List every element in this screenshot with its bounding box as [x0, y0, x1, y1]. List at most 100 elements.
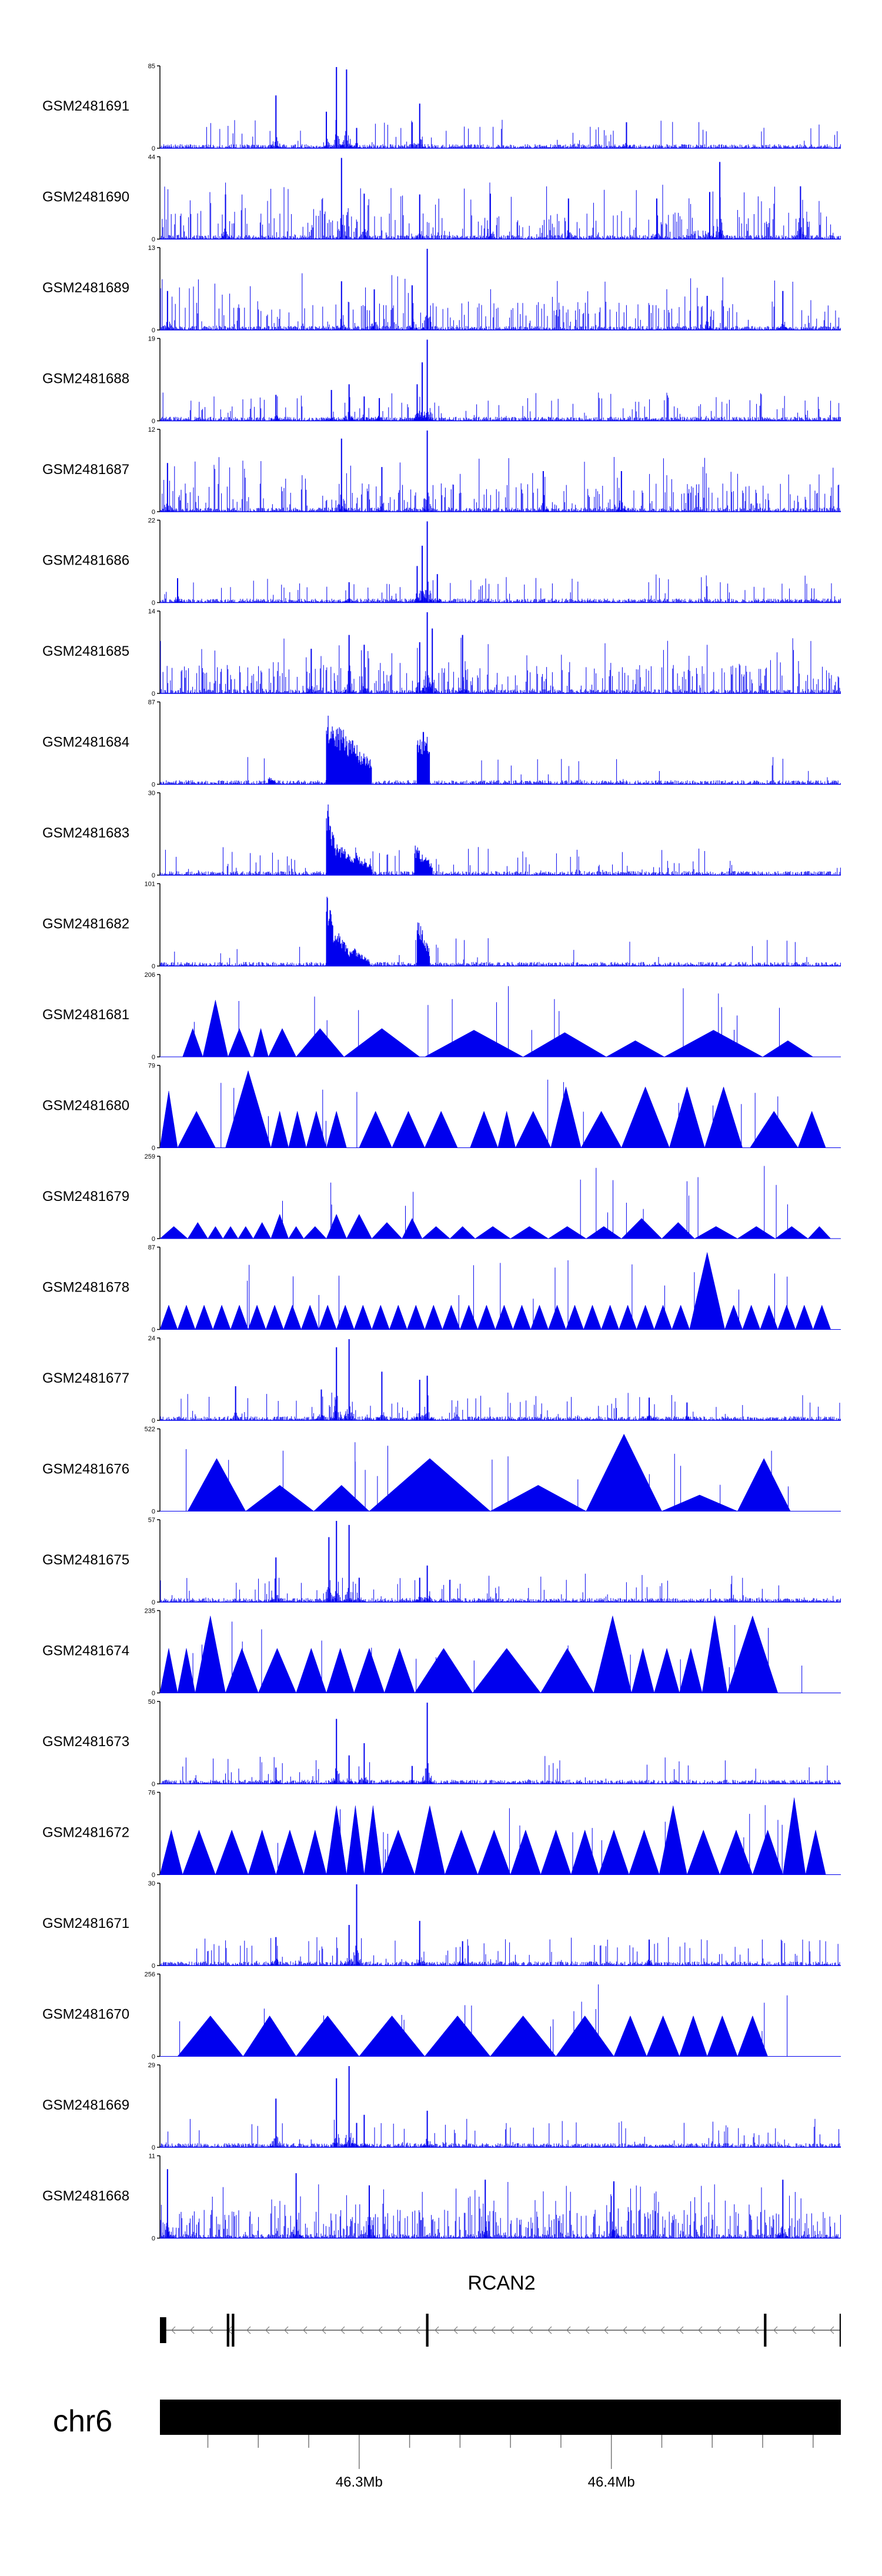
coverage-peak-shoulder	[343, 683, 355, 693]
coverage-spikes	[179, 1984, 788, 2057]
coverage-triangle	[195, 1616, 226, 1693]
coverage-spikes	[220, 1079, 779, 1148]
y-zero-label: 0	[152, 1872, 155, 1879]
coverage-track-GSM2481691: GSM2481691 85 0	[42, 63, 841, 152]
coverage-peak-shoulder	[270, 2136, 282, 2147]
y-zero-label: 0	[152, 2235, 155, 2243]
coverage-triangle	[225, 1647, 259, 1693]
y-zero-label: 0	[152, 600, 155, 607]
coverage-triangle	[371, 1222, 403, 1239]
coverage-triangle	[742, 1304, 761, 1330]
y-zero-label: 0	[152, 872, 155, 879]
coverage-triangle	[245, 1484, 315, 1511]
y-zero-label: 0	[152, 1690, 155, 1697]
coverage-triangle	[619, 1304, 637, 1330]
coverage-peak-shoulder	[421, 1763, 433, 1784]
coverage-triangle	[353, 1647, 385, 1693]
y-max-label: 12	[148, 426, 155, 433]
coverage-peak-shoulder	[426, 679, 439, 693]
strand-arrow	[830, 2326, 834, 2334]
strand-arrow	[171, 2326, 176, 2334]
strand-arrow	[435, 2326, 439, 2334]
coverage-triangle	[515, 1110, 552, 1148]
coverage-peak-shoulder	[290, 2222, 302, 2238]
coverage-triangle	[495, 1304, 513, 1330]
coverage-triangle	[704, 1086, 743, 1148]
coverage-triangle	[258, 1647, 296, 1693]
strand-arrow	[792, 2326, 797, 2334]
track-label: GSM2481690	[42, 189, 129, 205]
coverage-triangle	[326, 1110, 347, 1148]
coverage-peak-shoulder	[413, 1957, 426, 1966]
coverage-triangle	[195, 1304, 213, 1330]
coverage-peak-block	[336, 844, 355, 875]
coverage-track-GSM2481680: GSM2481680 79 0	[42, 1063, 841, 1152]
coverage-triangle	[288, 1226, 304, 1239]
coverage-triangle	[313, 1484, 370, 1511]
coverage-triangle	[159, 1226, 188, 1239]
y-zero-label: 0	[152, 1145, 155, 1152]
exon	[160, 2317, 166, 2343]
coverage-triangle	[326, 1213, 347, 1239]
y-max-label: 256	[145, 1971, 155, 1978]
coverage-peak-block	[351, 948, 370, 966]
coverage-triangle	[813, 1304, 831, 1330]
coverage-triangle	[774, 1226, 808, 1239]
coverage-triangle	[442, 1304, 460, 1330]
coverage-peak-shoulder	[270, 1595, 282, 1602]
coverage-triangle	[228, 1028, 251, 1057]
coverage-triangle	[243, 2016, 297, 2057]
track-label: GSM2481676	[42, 1461, 129, 1477]
coverage-peak-shoulder	[343, 1406, 355, 1420]
coverage-triangle	[159, 1090, 178, 1148]
strand-arrow	[660, 2326, 665, 2334]
y-max-label: 22	[148, 518, 155, 525]
coverage-track-GSM2481689: GSM2481689 13 0	[42, 245, 841, 334]
coverage-background	[160, 457, 841, 512]
y-zero-label: 0	[152, 690, 155, 698]
coverage-triangle	[159, 1648, 178, 1693]
y-max-label: 206	[145, 972, 155, 979]
track-label: GSM2481689	[42, 280, 129, 296]
coverage-triangle	[477, 1304, 496, 1330]
track-label: GSM2481668	[42, 2188, 129, 2204]
coverage-track-GSM2481670: GSM2481670 256 0	[42, 1971, 841, 2061]
coverage-triangle	[522, 1032, 607, 1057]
strand-arrow	[491, 2326, 496, 2334]
coverage-track-GSM2481669: GSM2481669 29 0	[42, 2062, 841, 2151]
track-label: GSM2481677	[42, 1370, 129, 1386]
coverage-triangle	[707, 2015, 738, 2057]
coverage-triangle	[510, 1829, 541, 1875]
coverage-triangle	[382, 1829, 415, 1875]
track-label: GSM2481674	[42, 1643, 129, 1659]
coverage-triangle	[215, 1829, 249, 1875]
coverage-triangle	[414, 1648, 473, 1693]
strand-arrow	[698, 2326, 703, 2334]
strand-arrow	[566, 2326, 571, 2334]
strand-arrow	[754, 2326, 759, 2334]
coverage-triangle	[445, 1829, 478, 1875]
coverage-triangle	[727, 1615, 779, 1693]
coverage-triangle	[490, 1485, 586, 1511]
coverage-track-GSM2481681: GSM2481681 206 0	[42, 972, 841, 1061]
coverage-triangle	[353, 1304, 372, 1330]
exon	[839, 2314, 841, 2347]
strand-arrow	[246, 2326, 251, 2334]
coverage-triangle	[248, 1304, 266, 1330]
coverage-triangle	[580, 1110, 622, 1148]
coverage-triangle	[296, 1647, 327, 1693]
y-zero-label: 0	[152, 782, 155, 789]
coverage-track-GSM2481686: GSM2481686 22 0	[42, 518, 841, 607]
strand-arrow	[378, 2326, 383, 2334]
coverage-triangle	[550, 1086, 582, 1148]
coverage-peak-shoulder	[777, 2226, 789, 2238]
coverage-triangle	[472, 1648, 542, 1693]
coverage-peak-block	[353, 853, 372, 875]
track-label: GSM2481691	[42, 98, 129, 114]
coverage-triangle	[371, 1304, 390, 1330]
coverage-triangle	[300, 1304, 319, 1330]
coverage-triangle	[306, 1110, 327, 1148]
coverage-peak-shoulder	[358, 683, 370, 693]
coverage-triangle	[253, 1027, 269, 1057]
